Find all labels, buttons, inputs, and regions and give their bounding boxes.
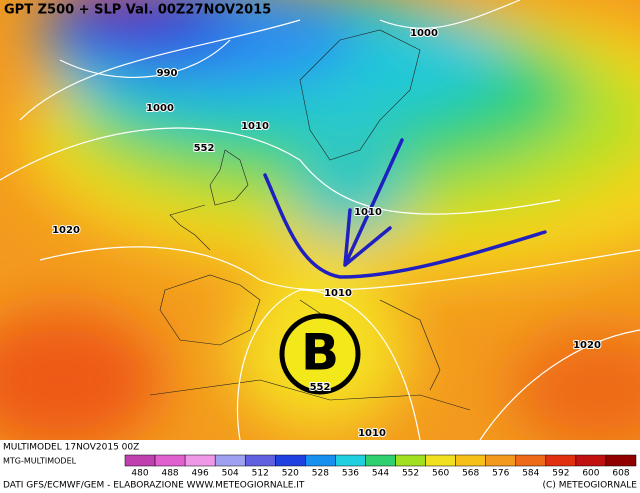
scale-label: 568 bbox=[462, 469, 479, 479]
scale-label: 512 bbox=[252, 469, 269, 479]
scale-label: 576 bbox=[492, 469, 509, 479]
scale-swatch bbox=[184, 454, 216, 467]
scale-swatch bbox=[275, 454, 306, 467]
contour-label: 1010 bbox=[241, 121, 269, 132]
scale-swatch bbox=[244, 454, 276, 467]
scale-swatch bbox=[515, 454, 547, 467]
contour-label: 1010 bbox=[354, 207, 382, 218]
scale-label: 488 bbox=[161, 469, 178, 479]
scale-swatch bbox=[485, 454, 517, 467]
source-info: DATI GFS/ECMWF/GEM - ELABORAZIONE WWW.ME… bbox=[3, 481, 305, 491]
contour-label: 552 bbox=[310, 382, 331, 393]
scale-swatch bbox=[575, 454, 607, 467]
scale-swatch bbox=[124, 454, 156, 467]
copyright: (C) METEOGIORNALE bbox=[543, 481, 638, 491]
map-title: GPT Z500 + SLP Val. 00Z27NOV2015 bbox=[4, 3, 271, 18]
scale-label: 504 bbox=[222, 469, 239, 479]
scale-swatch bbox=[605, 454, 637, 467]
scale-swatch bbox=[455, 454, 486, 467]
scale-swatch bbox=[305, 454, 336, 467]
map-field: B 1000 990 1000 1010 552 1020 1010 1010 1020 552 1… bbox=[0, 0, 640, 440]
scale-label: 544 bbox=[372, 469, 389, 479]
scale-swatch bbox=[395, 454, 426, 467]
scale-label: 496 bbox=[192, 469, 209, 479]
low-marker bbox=[279, 313, 361, 395]
contour-label: 1020 bbox=[52, 225, 80, 236]
scale-swatch bbox=[365, 454, 396, 467]
scale-label: 608 bbox=[612, 469, 629, 479]
scale-label: 536 bbox=[342, 469, 359, 479]
contour-label: 1000 bbox=[410, 28, 438, 39]
scale-label: 552 bbox=[402, 469, 419, 479]
scale-swatch bbox=[214, 454, 246, 467]
model-info: MTG-MULTIMODEL bbox=[3, 457, 77, 466]
scale-label: 520 bbox=[282, 469, 299, 479]
contour-label: 990 bbox=[157, 68, 178, 79]
scale-swatch bbox=[154, 454, 186, 467]
trough-axis bbox=[263, 138, 547, 279]
scale-label: 560 bbox=[432, 469, 449, 479]
contour-label: 1010 bbox=[358, 428, 386, 439]
contour-label: 1020 bbox=[573, 340, 601, 351]
contour-label: 552 bbox=[194, 143, 215, 154]
scale-label: 600 bbox=[582, 469, 599, 479]
scale-swatch bbox=[335, 454, 366, 467]
scale-swatch bbox=[545, 454, 577, 467]
scale-label: 528 bbox=[312, 469, 329, 479]
contour-label: 1010 bbox=[324, 288, 352, 299]
scale-label: 592 bbox=[552, 469, 569, 479]
scale-swatch bbox=[425, 454, 456, 467]
contour-label: 1000 bbox=[146, 103, 174, 114]
low-label: B bbox=[301, 324, 339, 382]
run-info: MULTIMODEL 17NOV2015 00Z bbox=[3, 443, 139, 453]
contours bbox=[0, 0, 640, 440]
scale-label: 480 bbox=[131, 469, 148, 479]
scale-label: 584 bbox=[522, 469, 539, 479]
